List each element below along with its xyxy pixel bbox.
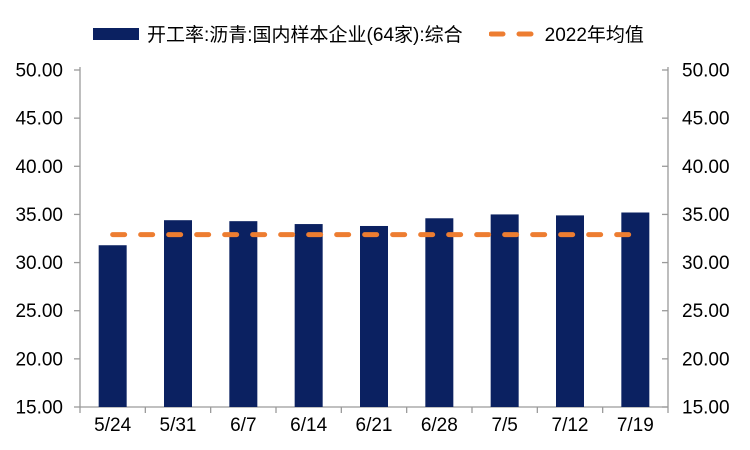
x-axis-label: 5/24 bbox=[94, 415, 131, 436]
x-axis-label: 6/14 bbox=[290, 415, 327, 436]
bar-7/5 bbox=[490, 214, 519, 407]
bar-6/14 bbox=[294, 224, 323, 407]
bar-5/24 bbox=[98, 245, 127, 407]
x-axis-label: 6/28 bbox=[421, 415, 458, 436]
y-axis-label-right: 20.00 bbox=[682, 349, 730, 370]
y-axis-label-left: 25.00 bbox=[15, 301, 63, 322]
y-axis-label-left: 35.00 bbox=[15, 205, 63, 226]
y-axis-label-left: 30.00 bbox=[15, 253, 63, 274]
chart-legend: 开工率:沥青:国内样本企业(64家):综合 2022年均值 bbox=[93, 20, 644, 47]
bar-series-label: 开工率:沥青:国内样本企业(64家):综合 bbox=[147, 25, 463, 46]
y-axis-label-left: 15.00 bbox=[15, 398, 63, 419]
y-axis-label-left: 45.00 bbox=[15, 109, 63, 130]
dashed-line-swatch-icon bbox=[488, 31, 537, 36]
x-axis-label: 7/19 bbox=[617, 415, 654, 436]
y-axis-label-right: 45.00 bbox=[682, 109, 730, 130]
x-axis-label: 6/21 bbox=[356, 415, 393, 436]
x-axis-label: 6/7 bbox=[230, 415, 256, 436]
bar-series-swatch-icon bbox=[93, 27, 139, 40]
y-axis-label-right: 35.00 bbox=[682, 205, 730, 226]
bar-7/12 bbox=[556, 215, 584, 407]
y-axis-label-right: 40.00 bbox=[682, 157, 730, 178]
y-axis-label-left: 50.00 bbox=[15, 61, 63, 82]
x-axis-label: 7/12 bbox=[552, 415, 589, 436]
bar-6/28 bbox=[425, 218, 454, 407]
y-axis-label-right: 15.00 bbox=[682, 398, 730, 419]
y-axis-label-right: 25.00 bbox=[682, 301, 730, 322]
y-axis-label-right: 50.00 bbox=[682, 61, 730, 82]
legend-item-2022-average: 2022年均值 bbox=[488, 20, 644, 47]
avg-series-label: 2022年均值 bbox=[544, 25, 644, 46]
x-axis-label: 7/5 bbox=[491, 415, 517, 436]
bar-7/19 bbox=[621, 212, 650, 407]
bar-5/31 bbox=[164, 220, 192, 407]
y-axis-label-right: 30.00 bbox=[682, 253, 730, 274]
bar-6/21 bbox=[360, 225, 388, 407]
x-axis-label: 5/31 bbox=[160, 415, 197, 436]
y-axis-label-left: 40.00 bbox=[15, 157, 63, 178]
y-axis-label-left: 20.00 bbox=[15, 349, 63, 370]
legend-item-operating-rate: 开工率:沥青:国内样本企业(64家):综合 bbox=[93, 20, 463, 47]
bar-6/7 bbox=[229, 221, 258, 407]
